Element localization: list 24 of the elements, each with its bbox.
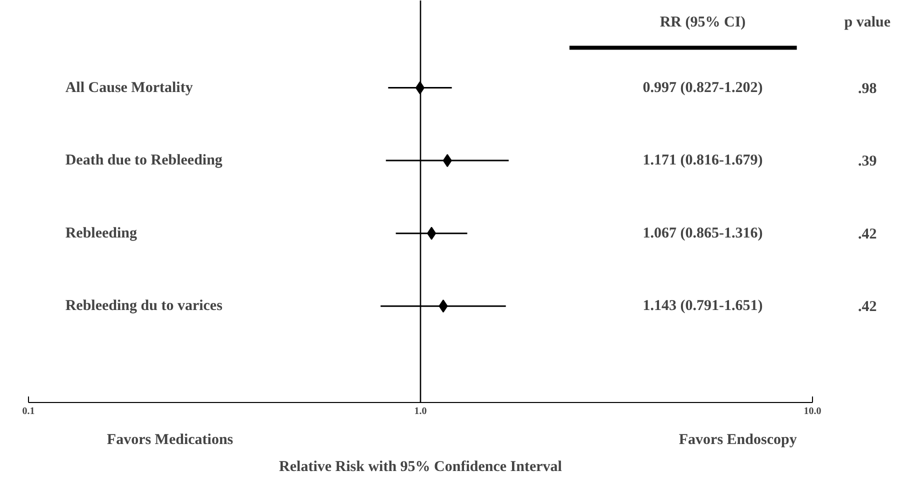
text: RR (95% CI) xyxy=(660,14,746,30)
text: Favors Medications xyxy=(106,432,234,448)
y-tick-label: Rebleeding xyxy=(65,225,138,242)
point xyxy=(427,226,436,240)
y-tick-label: Death due to Rebleeding xyxy=(65,152,223,169)
annotation: 1.067 (0.865-1.316) xyxy=(642,225,763,242)
annotation: 1.171 (0.816-1.679) xyxy=(642,152,763,169)
x-tick-label: 1.0 xyxy=(414,406,427,418)
x-tick-label: 10.0 xyxy=(804,406,822,418)
y-tick-label: All Cause Mortality xyxy=(65,80,194,96)
x-axis-title: Relative Risk with 95% Confidence Interval xyxy=(279,458,562,475)
text: p value xyxy=(844,14,891,30)
text: Favors Endoscopy xyxy=(678,432,798,448)
text: .98 xyxy=(858,80,877,97)
y-tick-label: Rebleeding du to varices xyxy=(65,298,223,314)
text: .39 xyxy=(858,154,877,170)
text: .42 xyxy=(858,299,877,316)
point xyxy=(438,300,448,313)
point xyxy=(442,154,452,168)
x-tick-label: 0.1 xyxy=(22,406,35,418)
text: .42 xyxy=(858,226,877,242)
annotation: 1.143 (0.791-1.651) xyxy=(642,298,763,314)
point xyxy=(415,81,424,94)
annotation: 0.997 (0.827-1.202) xyxy=(642,80,763,96)
